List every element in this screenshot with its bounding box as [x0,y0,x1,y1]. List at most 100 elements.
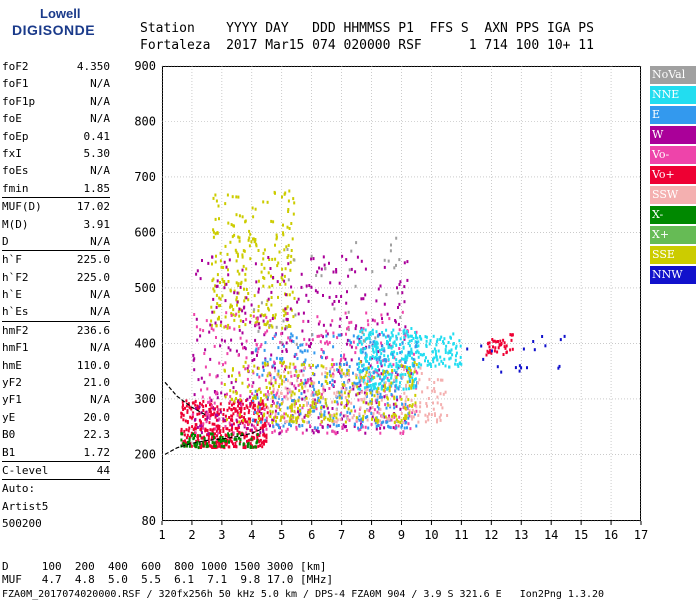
param-name: 500200 [2,517,42,531]
x-tick-label: 4 [248,528,255,542]
param-value: N/A [90,305,110,319]
legend-item-vo-: Vo+ [650,166,696,184]
param-value: 1.85 [83,181,111,195]
param-name: Artist5 [2,499,49,513]
param-value: N/A [90,164,110,178]
param-name: h`Es [2,305,29,319]
footer-distance-row: D 100 200 400 600 800 1000 1500 3000 [km… [2,560,327,573]
param-row-hme: hmE 110.0 [2,357,110,374]
param-name: h`E [2,288,22,302]
param-row-fxi: fxI 5.30 [2,145,110,162]
param-row-h-f2: h`F2 225.0 [2,269,110,286]
x-tick-label: 16 [604,528,618,542]
param-name: hmE [2,358,22,372]
param-row-b1: B1 1.72 [2,444,110,461]
param-name: C-level [2,463,49,477]
param-value: N/A [90,112,110,126]
param-row-ye: yE 20.0 [2,409,110,426]
param-name: foE [2,112,22,126]
param-name: yF2 [2,376,22,390]
x-tick-label: 5 [278,528,285,542]
footer-file-info: FZA0M_2017074020000.RSF / 320fx256h 50 k… [2,589,605,600]
header-values: Fortaleza 2017 Mar15 074 020000 RSF 1 71… [140,38,594,53]
param-row-foes: foEs N/A [2,162,110,179]
x-tick-label: 15 [574,528,588,542]
header-labels: Station YYYY DAY DDD HHMMSS P1 FFS S AXN… [140,21,594,36]
x-tick-label: 1 [158,528,165,542]
y-tick-label: 700 [134,170,156,184]
param-name: B1 [2,445,16,459]
param-separator [2,479,110,481]
param-row-hmf1: hmF1 N/A [2,339,110,356]
y-tick-label: 80 [142,514,156,528]
param-value: N/A [90,77,110,91]
param-value: 236.6 [76,323,110,337]
param-row-fmin: fmin 1.85 [2,180,110,197]
param-name: hmF2 [2,323,29,337]
legend-item-x-: X+ [650,226,696,244]
param-name: foF2 [2,60,29,73]
param-name: M(D) [2,217,29,231]
param-value: 44 [96,463,110,477]
legend-item-e: E [650,106,696,124]
param-separator [2,320,110,322]
legend-item-noval: NoVal [650,66,696,84]
legend-item-w: W [650,126,696,144]
y-tick-label: 900 [134,59,156,73]
param-value: 0.41 [83,129,111,143]
param-value: 1.72 [83,445,111,459]
param-row-d: D N/A [2,233,110,250]
param-row-h-es: h`Es N/A [2,303,110,320]
param-name: fmin [2,181,29,195]
y-tick-label: 600 [134,225,156,239]
y-tick-label: 300 [134,392,156,406]
param-row-h-f: h`F 225.0 [2,251,110,268]
param-value: N/A [90,94,110,108]
ionogram-plot-area [162,66,641,521]
param-name: yF1 [2,393,22,407]
param-name: fxI [2,146,22,160]
param-separator [2,460,110,462]
param-value: 225.0 [76,270,110,284]
x-tick-label: 2 [188,528,195,542]
x-tick-label: 11 [454,528,468,542]
legend-item-ssw: SSW [650,186,696,204]
param-name: hmF1 [2,341,29,355]
param-name: MUF(D) [2,200,42,214]
param-row-muf-d: MUF(D) 17.02 [2,198,110,215]
x-tick-label: 8 [368,528,375,542]
param-name: foF1p [2,94,36,108]
param-value: 225.0 [76,253,110,267]
x-tick-label: 9 [398,528,405,542]
param-name: h`F2 [2,270,29,284]
param-row-hmf2: hmF2 236.6 [2,322,110,339]
x-tick-label: 3 [218,528,225,542]
y-tick-label: 200 [134,447,156,461]
legend-item-nne: NNE [650,86,696,104]
param-name: foEp [2,129,29,143]
param-name: foEs [2,164,29,178]
x-tick-label: 10 [424,528,438,542]
digisonde-logo: Lowell DIGISONDE [2,4,97,54]
param-row-fof2: foF2 4.350 [2,58,110,75]
param-row-artist5: Artist5 [2,498,110,515]
param-separator [2,250,110,252]
param-row-yf1: yF1 N/A [2,391,110,408]
x-tick-label: 7 [338,528,345,542]
y-tick-label: 800 [134,114,156,128]
logo-line2: DIGISONDE [12,22,96,38]
param-row-500200: 500200 [2,515,110,532]
legend-item-x-: X- [650,206,696,224]
param-value: N/A [90,234,110,248]
param-row-fof1p: foF1p N/A [2,93,110,110]
x-tick-label: 14 [544,528,558,542]
param-row-c-level: C-level 44 [2,462,110,479]
legend-item-vo-: Vo- [650,146,696,164]
param-row-yf2: yF2 21.0 [2,374,110,391]
param-row-h-e: h`E N/A [2,286,110,303]
param-value: 3.91 [83,217,111,231]
x-tick-label: 6 [308,528,315,542]
legend-item-nnw: NNW [650,266,696,284]
x-tick-label: 13 [514,528,528,542]
param-value: 110.0 [76,358,110,372]
